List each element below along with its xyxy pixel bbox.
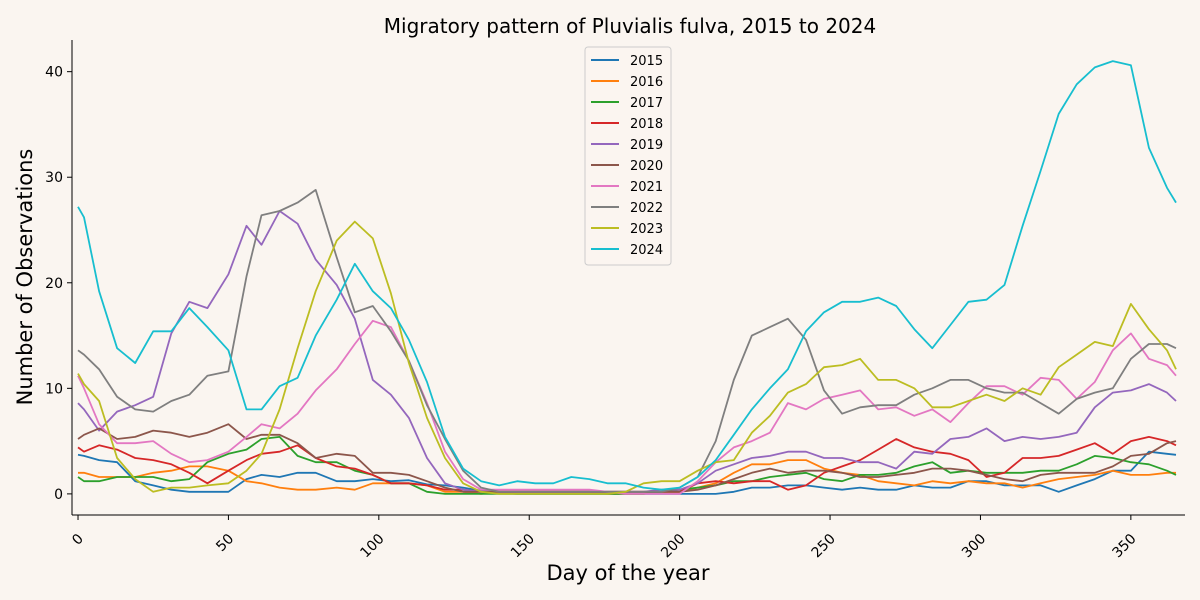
x-tick-label: 200 bbox=[658, 531, 688, 561]
legend-label: 2017 bbox=[630, 96, 663, 111]
legend: 2015 2016 2017 2018 2019 2020 2021 2022 2023 2024 bbox=[584, 46, 672, 266]
x-axis-ticks: 0 50 100 150 200 250 300 350 bbox=[69, 515, 1140, 561]
legend-label: 2024 bbox=[630, 243, 663, 258]
legend-label: 2015 bbox=[630, 54, 663, 69]
legend-label: 2021 bbox=[630, 180, 663, 195]
y-axis-label: Number of Observations bbox=[13, 149, 37, 406]
y-tick-label: 20 bbox=[45, 276, 63, 292]
y-tick-label: 10 bbox=[45, 381, 63, 397]
y-tick-label: 40 bbox=[45, 65, 63, 81]
y-axis-ticks: 0 10 20 30 40 bbox=[45, 65, 72, 503]
legend-label: 2023 bbox=[630, 222, 663, 237]
legend-label: 2019 bbox=[630, 138, 663, 153]
x-tick-label: 150 bbox=[508, 531, 538, 561]
legend-label: 2018 bbox=[630, 117, 663, 132]
series-line-2024 bbox=[77, 60, 1177, 491]
y-tick-label: 30 bbox=[45, 170, 63, 186]
legend-label: 2020 bbox=[630, 159, 663, 174]
x-axis-label: Day of the year bbox=[546, 561, 709, 585]
series-line-2021 bbox=[77, 319, 1177, 495]
legend-label: 2022 bbox=[630, 201, 663, 216]
x-tick-label: 300 bbox=[959, 531, 989, 561]
x-tick-label: 250 bbox=[809, 531, 839, 561]
x-tick-label: 0 bbox=[69, 531, 87, 549]
x-tick-label: 350 bbox=[1109, 531, 1139, 561]
series-line-2023 bbox=[77, 220, 1177, 495]
x-tick-label: 100 bbox=[357, 531, 387, 561]
y-tick-label: 0 bbox=[54, 487, 63, 503]
legend-label: 2016 bbox=[630, 75, 663, 90]
x-tick-label: 50 bbox=[213, 531, 237, 555]
plot-area bbox=[77, 60, 1177, 495]
chart-title: Migratory pattern of Pluvialis fulva, 20… bbox=[384, 14, 876, 38]
series-line-2016 bbox=[78, 459, 1176, 495]
